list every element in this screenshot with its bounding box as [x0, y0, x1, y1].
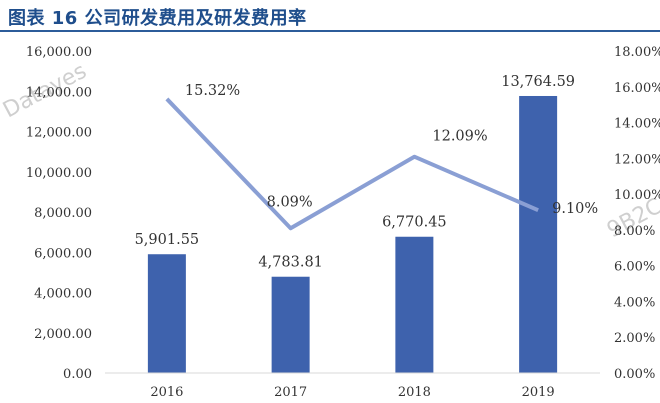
right-tick-label: 10.00% [614, 188, 660, 203]
left-axis-ticks: 0.00 2,000.00 4,000.00 6,000.00 8,000.00 10,0… [26, 45, 92, 382]
chart-title: 图表 16 公司研发费用及研发费用率 [8, 8, 307, 29]
right-tick-label: 2.00% [614, 331, 655, 346]
right-tick-label: 0.00% [614, 367, 655, 382]
right-tick-label: 4.00% [614, 295, 655, 310]
bar [395, 236, 434, 373]
bar [147, 254, 186, 373]
left-tick-label: 14,000.00 [26, 85, 92, 100]
left-tick-label: 4,000.00 [34, 287, 92, 302]
x-tick-label: 2016 [150, 385, 183, 400]
rate-value-label: 15.32% [185, 83, 240, 99]
rate-line [165, 97, 539, 231]
title-bar: 图表 16 公司研发费用及研发费用率 [0, 0, 660, 34]
bar [271, 276, 310, 373]
rate-value-label: 12.09% [432, 129, 487, 145]
x-tick-label: 2017 [274, 385, 307, 400]
x-axis-labels: 2016 2017 2018 2019 [150, 385, 554, 400]
right-tick-label: 8.00% [614, 224, 655, 239]
rate-value-label: 9.10% [552, 201, 598, 217]
bar [519, 95, 558, 374]
right-tick-label: 16.00% [614, 81, 660, 96]
bars [147, 95, 558, 374]
left-tick-label: 2,000.00 [34, 327, 92, 342]
title-rule [0, 30, 660, 32]
data-labels: 5,901.55 4,783.81 6,770.45 13,764.59 15.32% 8… [135, 74, 599, 271]
x-tick-label: 2019 [522, 385, 555, 400]
left-tick-label: 8,000.00 [34, 206, 92, 221]
bar-value-label: 6,770.45 [382, 215, 447, 231]
left-tick-label: 0.00 [63, 367, 92, 382]
right-tick-label: 6.00% [614, 260, 655, 275]
right-axis-ticks: 0.00% 2.00% 4.00% 6.00% 8.00% 10.00% 12.00% 14.… [614, 45, 660, 382]
right-tick-label: 18.00% [614, 45, 660, 60]
left-tick-label: 6,000.00 [34, 246, 92, 261]
rate-value-label: 8.09% [267, 194, 313, 210]
bar-value-label: 5,901.55 [135, 232, 200, 248]
left-tick-label: 16,000.00 [26, 45, 92, 60]
rate-line-path [165, 97, 539, 231]
right-tick-label: 14.00% [614, 117, 660, 132]
left-tick-label: 12,000.00 [26, 126, 92, 141]
right-tick-label: 12.00% [614, 152, 660, 167]
x-tick-label: 2018 [398, 385, 431, 400]
bar-value-label: 13,764.59 [501, 74, 575, 90]
bar-value-label: 4,783.81 [258, 255, 323, 271]
left-tick-label: 10,000.00 [26, 166, 92, 181]
